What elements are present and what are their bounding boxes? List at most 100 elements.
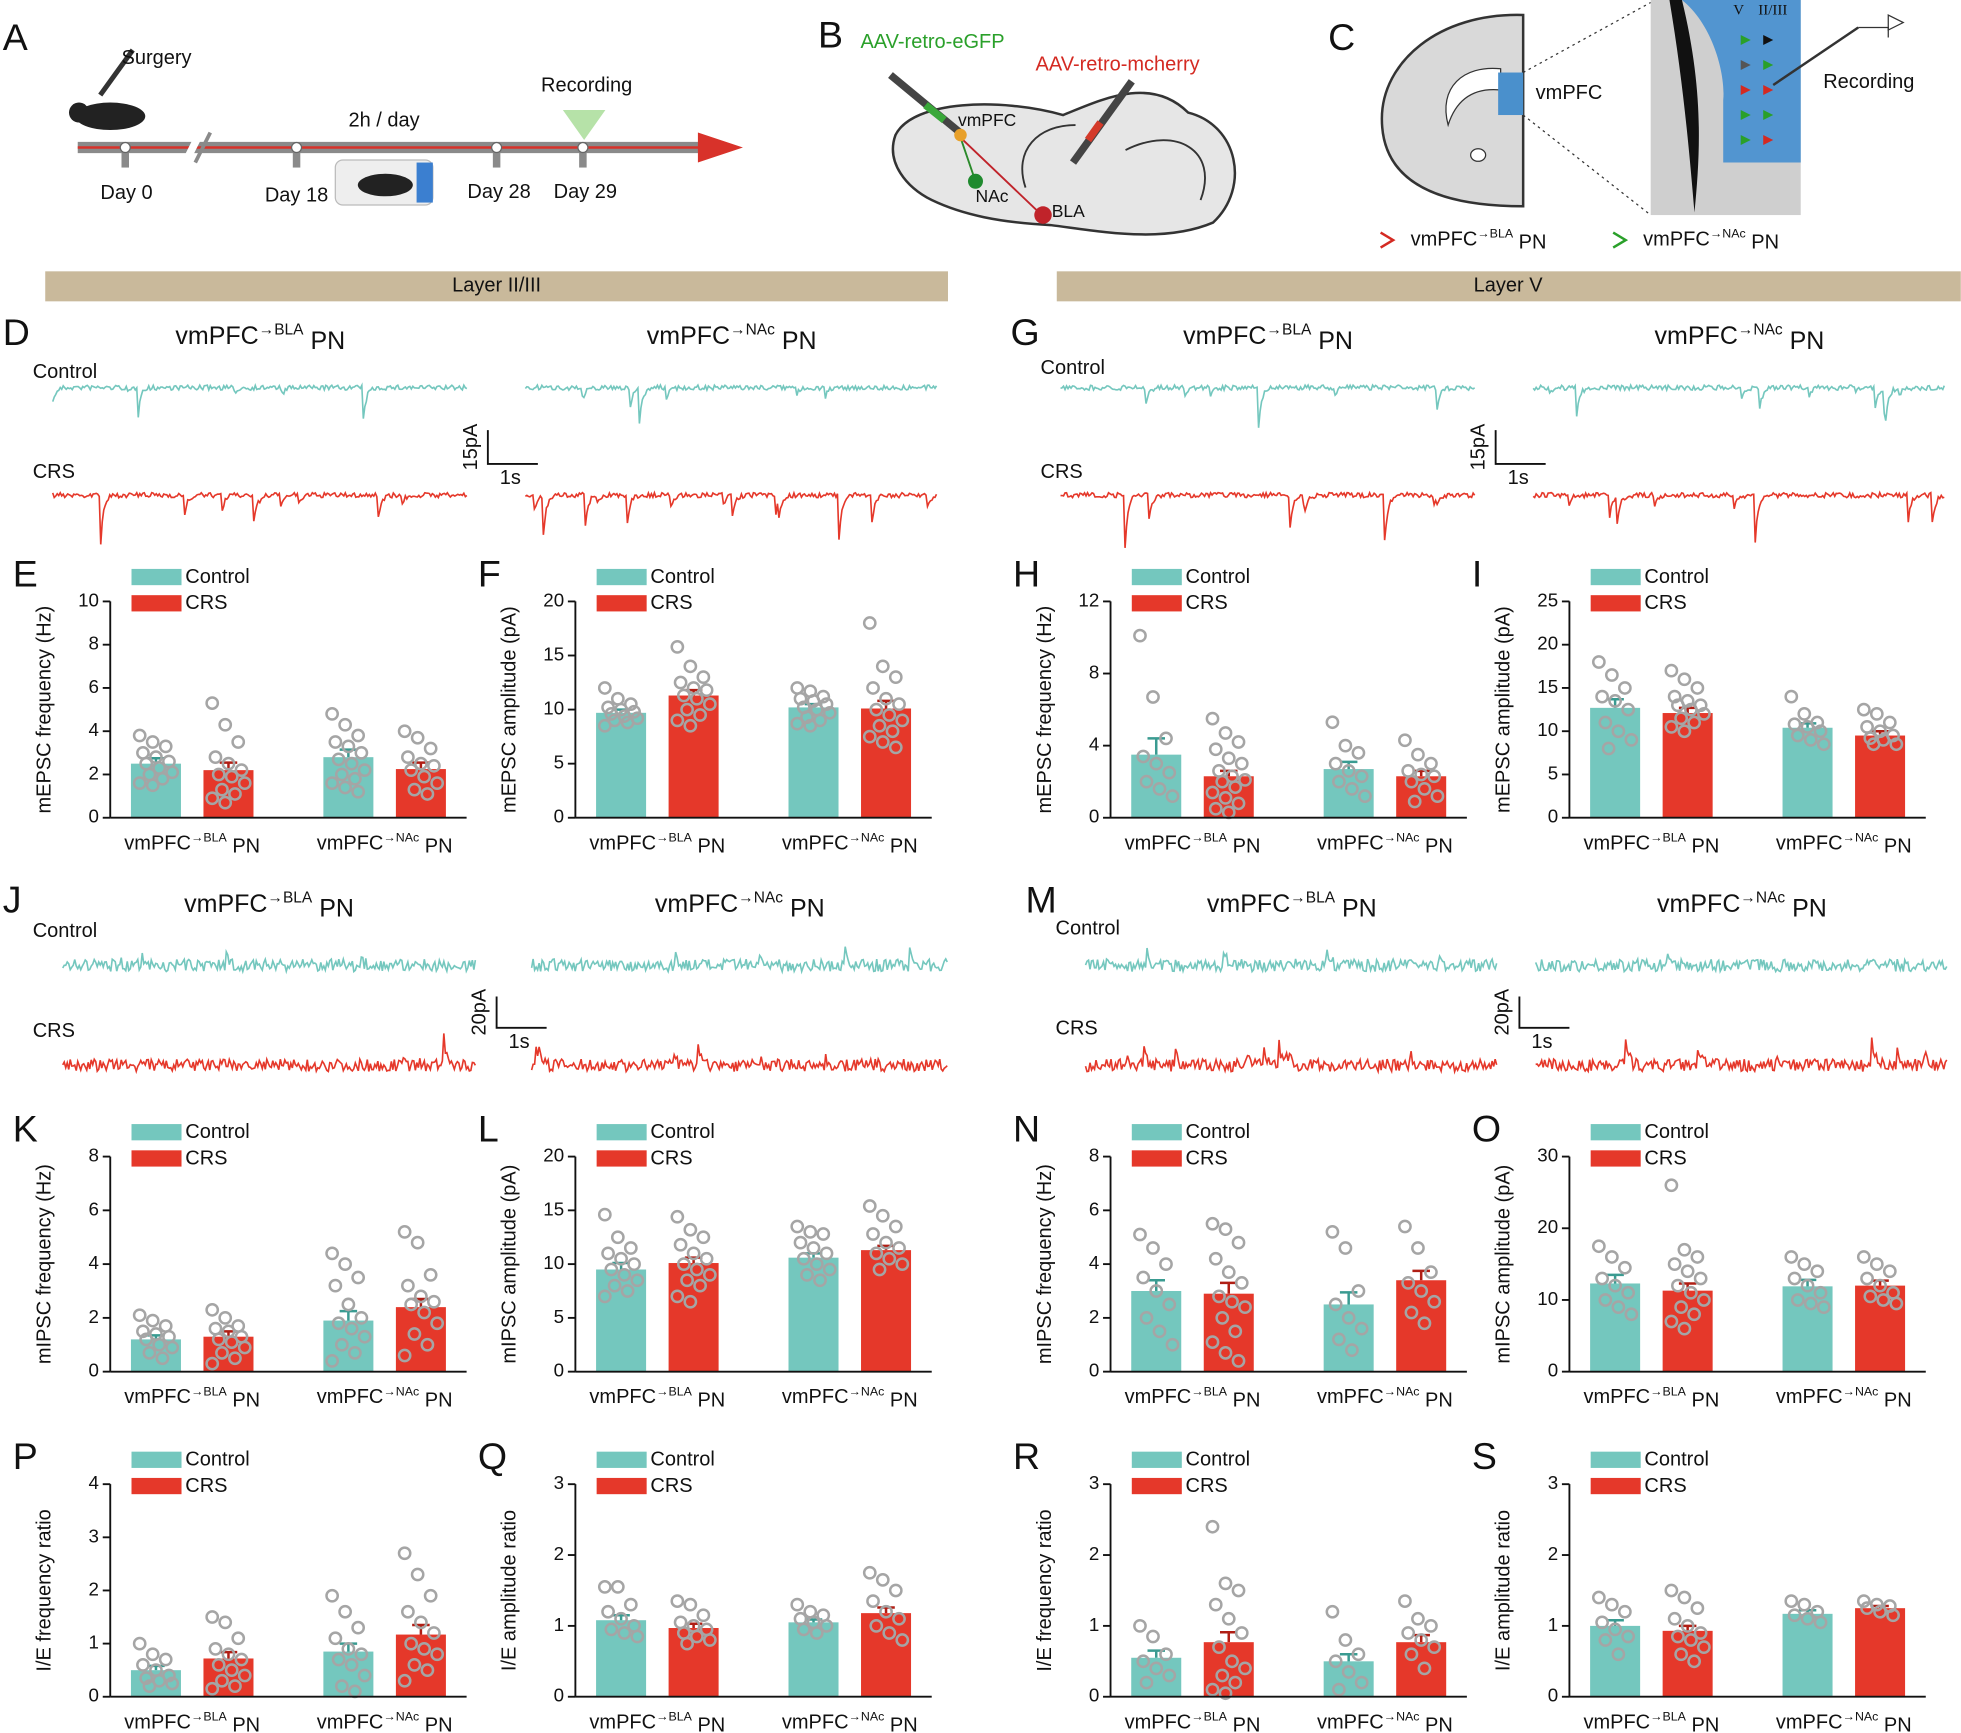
panel-letter: S: [1472, 1435, 1497, 1477]
legend-swatch: [1590, 595, 1641, 612]
y-tick-label: 30: [1537, 1145, 1558, 1166]
data-point: [1238, 1300, 1252, 1315]
y-axis-label: mEPSC frequency (Hz): [34, 606, 56, 814]
data-point: [1325, 715, 1340, 730]
bar: [1662, 1290, 1713, 1372]
data-point: [793, 1235, 808, 1250]
data-point: [1810, 1264, 1825, 1279]
x-tick-label: vmPFC→BLA PN: [1583, 831, 1719, 858]
data-point: [1677, 672, 1692, 687]
data-point: [215, 1673, 229, 1688]
data-point: [335, 1679, 349, 1693]
trace: [1060, 383, 1476, 428]
nac-dot: [967, 173, 984, 189]
legend-label: Control: [185, 1449, 249, 1471]
data-point: [158, 739, 173, 754]
y-axis-label: mIPSC frequency (Hz): [34, 1164, 56, 1364]
y-tick-label: 10: [1537, 719, 1558, 740]
day-label: Day 18: [265, 185, 328, 207]
data-point: [1205, 711, 1220, 726]
data-point: [139, 1671, 154, 1686]
data-point: [430, 776, 445, 791]
label: 2h / day: [348, 110, 419, 132]
legend-label: CRS: [185, 1475, 227, 1497]
trace: [62, 1033, 477, 1075]
data-point: [683, 659, 698, 674]
y-tick-label: 25: [1537, 589, 1558, 610]
virus-label: AAV-retro-mcherry: [1036, 53, 1200, 75]
data-point: [1417, 782, 1432, 796]
y-axis-label: I/E frequency ratio: [1034, 1509, 1056, 1671]
legend-swatch: [596, 1477, 647, 1495]
syringe-fill: [1084, 120, 1104, 143]
legend-label: Control: [650, 1449, 714, 1471]
data-point: [1784, 1594, 1799, 1608]
panel-letter: C: [1328, 16, 1355, 58]
data-point: [1664, 1314, 1679, 1329]
scale-bar: [486, 430, 538, 465]
data-point: [862, 616, 877, 630]
legend-swatch: [596, 568, 647, 586]
data-point: [1332, 1332, 1346, 1347]
y-tick-label: 0: [1089, 1685, 1099, 1706]
data-point: [819, 1246, 834, 1261]
data-point: [702, 697, 717, 712]
data-point: [888, 670, 903, 685]
data-point: [1411, 1241, 1425, 1255]
data-point: [1595, 1615, 1609, 1630]
restrainer-cap: [416, 162, 433, 203]
data-point: [1221, 1611, 1236, 1626]
legend-label: Control: [1186, 1121, 1250, 1143]
data-point: [1139, 774, 1154, 789]
data-point: [344, 756, 359, 771]
scale-label: 1s: [509, 1031, 530, 1053]
data-point: [1328, 1654, 1343, 1669]
x-tick-label: vmPFC→BLA PN: [1583, 1385, 1719, 1412]
y-tick-label: 10: [543, 1252, 564, 1273]
data-point: [211, 1332, 226, 1347]
data-point: [819, 1619, 834, 1633]
data-point: [354, 745, 369, 760]
error-bar: [147, 1664, 165, 1671]
data-point: [892, 1611, 906, 1626]
data-point: [822, 705, 837, 720]
data-point: [1664, 720, 1679, 734]
data-point: [796, 1622, 811, 1637]
data-point: [1677, 724, 1692, 739]
bar: [1855, 1285, 1906, 1372]
legend-label: Control: [185, 566, 249, 588]
data-point: [1693, 1271, 1708, 1286]
data-point: [1611, 1647, 1626, 1662]
data-point: [338, 780, 353, 795]
data-point: [1424, 1619, 1438, 1633]
data-point: [1231, 1583, 1246, 1598]
data-point: [1882, 1264, 1897, 1279]
data-point: [1427, 1294, 1442, 1309]
data-point: [1674, 1647, 1689, 1662]
data-point: [351, 784, 366, 799]
data-point: [1856, 1594, 1871, 1608]
y-tick-label: 2: [89, 1306, 99, 1327]
region-label: vmPFC: [1536, 82, 1603, 104]
data-point: [1624, 732, 1639, 747]
break: [181, 130, 204, 165]
y-tick-label: 1: [1089, 1614, 1099, 1635]
data-point: [809, 1626, 824, 1640]
data-point: [597, 1580, 612, 1594]
data-point: [165, 1340, 180, 1355]
data-point: [205, 1356, 220, 1371]
data-point: [696, 670, 711, 685]
data-point: [1139, 1675, 1154, 1690]
error-bar: [1412, 1269, 1430, 1281]
y-tick-label: 0: [1548, 806, 1558, 827]
bar: [1396, 1280, 1447, 1372]
data-point: [1784, 689, 1799, 704]
panel-letter: Q: [478, 1435, 507, 1477]
y-tick-label: 3: [1089, 1472, 1099, 1493]
data-point: [1162, 1297, 1177, 1312]
data-point: [1424, 756, 1438, 771]
data-point: [237, 1668, 252, 1683]
panel-letter: J: [3, 879, 22, 921]
panel-letter: A: [3, 16, 28, 58]
data-point: [1595, 1271, 1609, 1286]
